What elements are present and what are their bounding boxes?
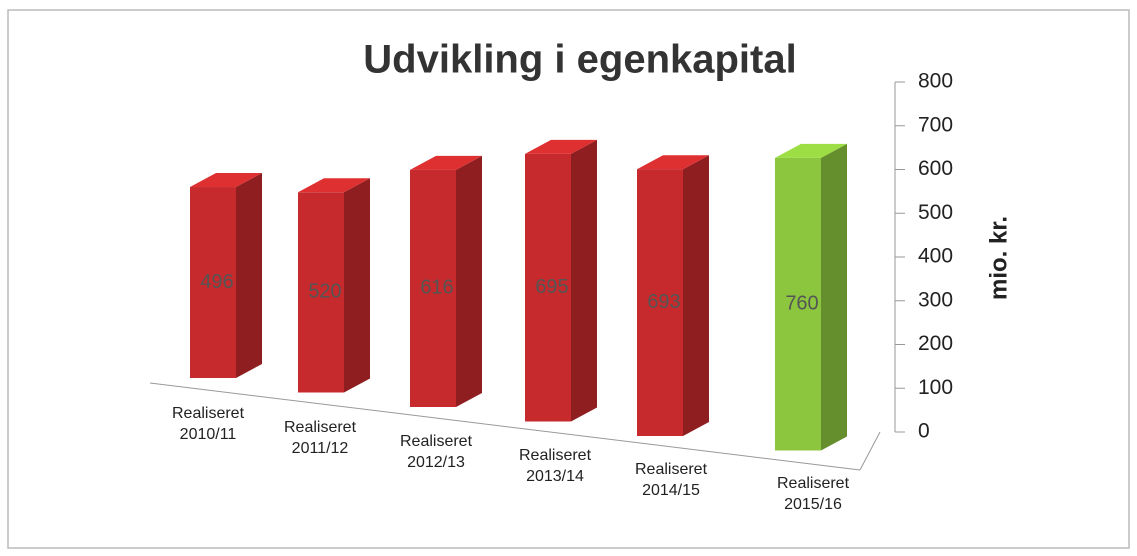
bar-side bbox=[236, 173, 262, 378]
x-tick-label: Realiseret 2012/13 bbox=[399, 433, 473, 471]
floor-right bbox=[859, 431, 881, 471]
y-tick-label: 700 bbox=[918, 113, 953, 136]
y-tick-label: 400 bbox=[918, 245, 953, 268]
data-label: 616 bbox=[420, 277, 453, 299]
bar-side bbox=[683, 155, 709, 436]
bar-top bbox=[298, 178, 370, 193]
bar-top bbox=[525, 139, 597, 154]
data-label: 693 bbox=[647, 291, 680, 313]
bar bbox=[637, 169, 683, 436]
y-tick-label: 600 bbox=[918, 157, 953, 180]
x-tick-label: Realiseret 2014/15 bbox=[634, 461, 708, 499]
bar-side bbox=[456, 155, 482, 407]
bar bbox=[298, 192, 344, 393]
bar-top bbox=[410, 155, 482, 170]
bar-side bbox=[344, 178, 370, 393]
y-axis-label: mio. kr. bbox=[985, 216, 1012, 300]
bar-side bbox=[571, 139, 597, 422]
y-tick-label: 800 bbox=[918, 70, 953, 93]
data-label: 496 bbox=[200, 271, 233, 293]
y-tick-label: 200 bbox=[918, 332, 953, 355]
frame bbox=[7, 9, 1130, 549]
data-label: 695 bbox=[535, 276, 568, 298]
y-tick-label: 500 bbox=[918, 201, 953, 224]
bar-top bbox=[190, 173, 262, 188]
x-tick-label: Realiseret 2015/16 bbox=[776, 475, 850, 513]
x-tick-label: Realiseret 2013/14 bbox=[518, 447, 592, 485]
bar bbox=[775, 157, 821, 451]
x-tick-label: Realiseret 2010/11 bbox=[171, 405, 245, 443]
bar bbox=[190, 187, 236, 378]
y-tick-label: 100 bbox=[918, 376, 953, 399]
bar bbox=[525, 153, 571, 422]
chart-title: Udvikling i egenkapital bbox=[363, 38, 796, 82]
data-label: 760 bbox=[785, 292, 818, 314]
bar-top bbox=[775, 143, 847, 158]
y-tick-label: 0 bbox=[918, 420, 930, 443]
bar bbox=[410, 169, 456, 407]
floor-front bbox=[149, 382, 861, 471]
data-label: 520 bbox=[308, 281, 341, 303]
bar-side bbox=[821, 143, 847, 451]
y-tick-label: 300 bbox=[918, 288, 953, 311]
bar-top bbox=[637, 155, 709, 170]
x-tick-label: Realiseret 2011/12 bbox=[283, 419, 357, 457]
